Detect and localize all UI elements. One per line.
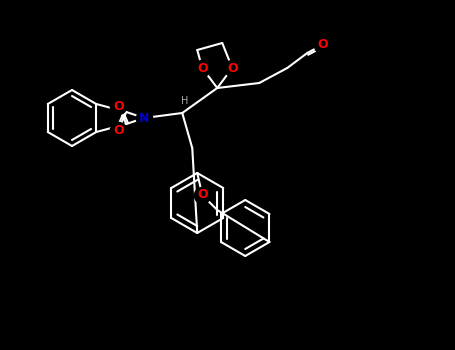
Text: H: H — [181, 96, 188, 106]
Text: O: O — [317, 38, 328, 51]
Text: O: O — [197, 189, 207, 202]
Text: O: O — [197, 62, 207, 75]
Text: O: O — [113, 124, 124, 136]
Text: O: O — [113, 99, 124, 112]
Text: N: N — [139, 112, 149, 125]
Text: O: O — [227, 62, 238, 75]
